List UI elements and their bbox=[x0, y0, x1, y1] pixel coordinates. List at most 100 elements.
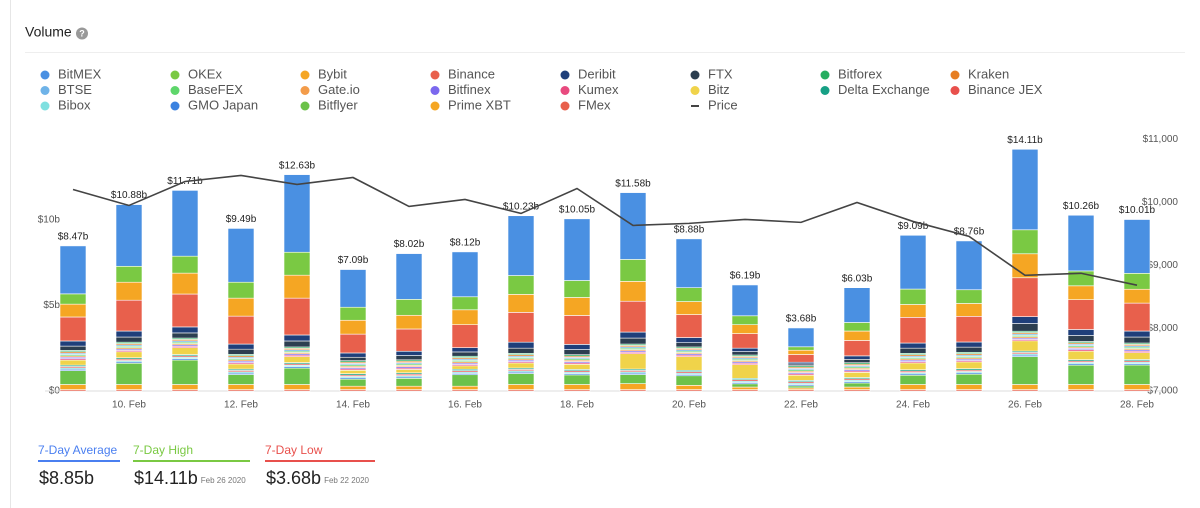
legend-label: BTSE bbox=[58, 82, 92, 97]
bar-segment bbox=[1011, 356, 1039, 385]
bar-segment bbox=[283, 297, 311, 336]
bar-segment bbox=[675, 375, 703, 386]
bar-segment bbox=[507, 362, 535, 369]
legend-marker bbox=[300, 101, 310, 111]
bar-segment bbox=[171, 332, 199, 339]
x-tick-label: 26. Feb bbox=[1008, 400, 1042, 411]
bar-segment bbox=[563, 384, 591, 390]
legend-marker bbox=[40, 86, 50, 95]
legend-label: Kraken bbox=[968, 66, 1009, 81]
y2-tick-label: $9,000 bbox=[1147, 260, 1178, 271]
bar-segment bbox=[1123, 384, 1151, 390]
bar-segment bbox=[339, 356, 367, 361]
bar-segment bbox=[1067, 329, 1095, 336]
bar-segment bbox=[899, 234, 927, 290]
bar-segment bbox=[787, 346, 815, 351]
bar-segment bbox=[899, 384, 927, 390]
bar-segment bbox=[59, 340, 87, 347]
legend-marker bbox=[40, 70, 50, 80]
bar-segment bbox=[619, 337, 647, 345]
bar-segment bbox=[843, 359, 871, 364]
bar-segment bbox=[115, 351, 143, 359]
legend-marker bbox=[820, 86, 830, 95]
bar-segment bbox=[339, 378, 367, 387]
x-tick-label: 10. Feb bbox=[112, 400, 146, 411]
legend-label: Bitz bbox=[708, 82, 730, 97]
stat-date: Feb 26 2020 bbox=[201, 476, 246, 485]
bar-segment bbox=[787, 349, 815, 355]
bar-segment bbox=[1123, 352, 1151, 360]
legend-label: Kumex bbox=[578, 82, 619, 97]
legend-label: OKEx bbox=[188, 66, 222, 81]
bar-segment bbox=[563, 349, 591, 355]
bar-segment bbox=[563, 280, 591, 298]
bar-segment bbox=[227, 228, 255, 283]
bar-segment bbox=[563, 218, 591, 281]
legend-marker bbox=[690, 86, 700, 95]
stat-label: 7-Day High bbox=[133, 443, 193, 457]
bar-segment bbox=[115, 299, 143, 332]
help-icon-mark: ? bbox=[79, 28, 85, 38]
legend-label: FTX bbox=[708, 66, 733, 81]
bar-segment bbox=[395, 369, 423, 374]
bar-segment bbox=[59, 293, 87, 305]
bar-segment bbox=[619, 331, 647, 339]
bar-segment bbox=[115, 265, 143, 283]
legend-label: Binance bbox=[448, 66, 495, 81]
legend-marker bbox=[690, 70, 700, 80]
bar-segment bbox=[339, 385, 367, 390]
bar-segment bbox=[731, 386, 759, 390]
bar-segment bbox=[843, 287, 871, 323]
bar-segment bbox=[1123, 302, 1151, 332]
bar-segment bbox=[1067, 299, 1095, 330]
bar-segment bbox=[731, 315, 759, 326]
bar-segment bbox=[955, 341, 983, 348]
bar-segment bbox=[227, 363, 255, 370]
legend-marker bbox=[170, 70, 180, 80]
bar-segment bbox=[955, 384, 983, 390]
bar-segment bbox=[227, 315, 255, 345]
bar-segment bbox=[59, 345, 87, 351]
bar-segment bbox=[1123, 288, 1151, 304]
bar-segment bbox=[619, 383, 647, 390]
bar-segment bbox=[283, 334, 311, 342]
bar-segment bbox=[619, 281, 647, 302]
total-label: $10.26b bbox=[1063, 201, 1100, 212]
bar-segment bbox=[1011, 340, 1039, 352]
total-label: $8.88b bbox=[674, 225, 705, 236]
legend-marker bbox=[430, 86, 440, 95]
bar-segment bbox=[115, 330, 143, 338]
total-label: $8.02b bbox=[394, 239, 425, 250]
bar-segment bbox=[731, 383, 759, 388]
bar-segment bbox=[563, 344, 591, 350]
bar-segment bbox=[283, 367, 311, 385]
bar-segment bbox=[59, 245, 87, 295]
bar-segment bbox=[339, 352, 367, 358]
x-tick-label: 16. Feb bbox=[448, 400, 482, 411]
legend-label: Binance JEX bbox=[968, 82, 1043, 97]
bar-segment bbox=[451, 374, 479, 387]
stat-value: $3.68b bbox=[266, 468, 321, 488]
legend-label: BitMEX bbox=[58, 66, 102, 81]
help-icon[interactable] bbox=[76, 27, 88, 40]
bar-segment bbox=[1123, 330, 1151, 338]
bar-segment bbox=[507, 215, 535, 276]
bar-segment bbox=[1011, 384, 1039, 390]
bar-segment bbox=[395, 299, 423, 316]
bar-segment bbox=[619, 300, 647, 333]
bar-segment bbox=[395, 355, 423, 361]
bar-segment bbox=[899, 288, 927, 305]
y-tick-label: $10b bbox=[38, 214, 61, 225]
legend-marker bbox=[560, 101, 570, 111]
bar-segment bbox=[899, 317, 927, 344]
bar-segment bbox=[395, 385, 423, 390]
bar-segment bbox=[563, 374, 591, 385]
bar-segment bbox=[955, 289, 983, 304]
bar-segment bbox=[731, 364, 759, 379]
bar-segment bbox=[843, 386, 871, 390]
bar-segment bbox=[507, 341, 535, 349]
bar-segment bbox=[507, 275, 535, 295]
bar-segment bbox=[675, 385, 703, 390]
bar-segment bbox=[619, 353, 647, 370]
